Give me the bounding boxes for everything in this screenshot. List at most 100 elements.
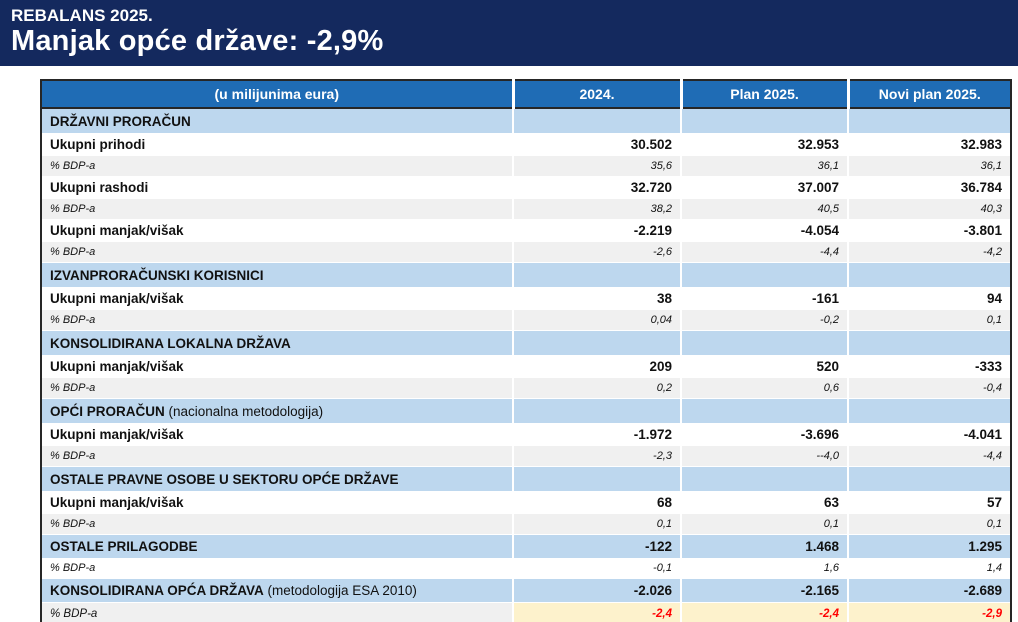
- table-row: % BDP-a -2,4 -2,4 -2,9: [41, 602, 1011, 622]
- row-label: IZVANPRORAČUNSKI KORISNICI: [41, 262, 513, 287]
- row-label-text: % BDP-a: [50, 314, 96, 326]
- row-label: % BDP-a: [41, 513, 513, 535]
- budget-table-container: (u milijunima eura) 2024. Plan 2025. Nov…: [40, 79, 1012, 622]
- row-label-text: % BDP-a: [50, 203, 96, 215]
- cell-value: [847, 398, 1011, 423]
- table-row: Ukupni manjak/višak 68 63 57: [41, 491, 1011, 514]
- cell-value: 0,1: [847, 513, 1011, 535]
- cell-value: [847, 466, 1011, 491]
- cell-value: 94: [847, 287, 1011, 310]
- cell-value: 40,3: [847, 198, 1011, 219]
- cell-value: -4.041: [847, 423, 1011, 446]
- row-label-text: % BDP-a: [50, 518, 96, 530]
- row-label-text: KONSOLIDIRANA LOKALNA DRŽAVA: [50, 335, 291, 351]
- cell-value: [680, 398, 848, 423]
- budget-table: (u milijunima eura) 2024. Plan 2025. Nov…: [40, 79, 1012, 622]
- cell-value: -2.165: [680, 578, 848, 603]
- cell-value: 37.007: [680, 176, 848, 199]
- row-label-text: IZVANPRORAČUNSKI KORISNICI: [50, 267, 264, 283]
- table-row: DRŽAVNI PRORAČUN: [41, 107, 1011, 133]
- cell-value: -2.026: [512, 578, 681, 603]
- row-label-text: KONSOLIDIRANA OPĆA DRŽAVA: [50, 583, 264, 598]
- table-row: OPĆI PRORAČUN (nacionalna metodologija): [41, 398, 1011, 423]
- cell-value: -4,4: [680, 241, 848, 263]
- row-label: % BDP-a: [41, 377, 513, 399]
- cell-value: -4,2: [847, 241, 1011, 263]
- cell-value: 0,1: [512, 513, 681, 535]
- cell-value: [512, 398, 681, 423]
- column-header-novi-plan-2025: Novi plan 2025.: [846, 80, 1011, 109]
- row-label: Ukupni prihodi: [41, 133, 513, 156]
- cell-value: [512, 262, 681, 287]
- row-label-note: (metodologija ESA 2010): [263, 583, 417, 598]
- row-label-text: OSTALE PRILAGODBE: [50, 539, 198, 554]
- row-label-text: OSTALE PRAVNE OSOBE U SEKTORU OPĆE DRŽAV…: [50, 471, 399, 487]
- row-label-text: % BDP-a: [50, 562, 96, 574]
- cell-value: -2,4: [512, 602, 681, 622]
- cell-value: -0,1: [512, 558, 681, 579]
- slide-kicker: REBALANS 2025.: [11, 6, 153, 25]
- cell-value: -2.219: [512, 219, 681, 242]
- row-label-text: % BDP-a: [50, 450, 96, 462]
- cell-value: -122: [512, 534, 681, 558]
- cell-value: [512, 466, 681, 491]
- table-row: Ukupni manjak/višak -2.219 -4.054 -3.801: [41, 219, 1011, 242]
- column-header-unit: (u milijunima eura): [41, 80, 513, 109]
- table-row: % BDP-a 35,6 36,1 36,1: [41, 155, 1011, 176]
- cell-value: 0,2: [512, 377, 681, 399]
- row-label: KONSOLIDIRANA LOKALNA DRŽAVA: [41, 330, 513, 355]
- row-label: % BDP-a: [41, 309, 513, 331]
- cell-value: 0,6: [680, 377, 848, 399]
- cell-value: -0,4: [847, 377, 1011, 399]
- row-label-note: (nacionalna metodologija): [164, 403, 324, 419]
- cell-value: 0,1: [680, 513, 848, 535]
- cell-value: [680, 262, 848, 287]
- row-label: DRŽAVNI PRORAČUN: [41, 107, 513, 133]
- row-label: Ukupni manjak/višak: [41, 219, 513, 242]
- table-row: % BDP-a 0,2 0,6 -0,4: [41, 377, 1011, 399]
- cell-value: -2,9: [847, 602, 1011, 622]
- table-row: Ukupni manjak/višak 209 520 -333: [41, 355, 1011, 378]
- row-label: % BDP-a: [41, 445, 513, 467]
- cell-value: -333: [847, 355, 1011, 378]
- row-label-text: % BDP-a: [50, 246, 96, 258]
- cell-value: -4,4: [847, 445, 1011, 467]
- row-label-text: Ukupni manjak/višak: [50, 290, 184, 306]
- table-row: OSTALE PRILAGODBE -122 1.468 1.295: [41, 534, 1011, 558]
- table-row: Ukupni rashodi 32.720 37.007 36.784: [41, 176, 1011, 199]
- row-label: Ukupni rashodi: [41, 176, 513, 199]
- row-label-text: Ukupni manjak/višak: [50, 222, 184, 238]
- cell-value: [512, 107, 681, 133]
- cell-value: -3.696: [680, 423, 848, 446]
- row-label-text: Ukupni rashodi: [50, 179, 149, 195]
- row-label: % BDP-a: [41, 602, 513, 622]
- cell-value: [847, 262, 1011, 287]
- cell-value: 1,6: [680, 558, 848, 579]
- row-label-text: % BDP-a: [50, 160, 96, 172]
- row-label: Ukupni manjak/višak: [41, 287, 513, 310]
- row-label-text: % BDP-a: [50, 607, 98, 620]
- row-label: Ukupni manjak/višak: [41, 423, 513, 446]
- cell-value: 40,5: [680, 198, 848, 219]
- cell-value: 63: [680, 491, 848, 514]
- cell-value: [847, 107, 1011, 133]
- row-label-text: % BDP-a: [50, 382, 96, 394]
- cell-value: 0,1: [847, 309, 1011, 331]
- table-header-row: (u milijunima eura) 2024. Plan 2025. Nov…: [41, 80, 1011, 109]
- table-row: IZVANPRORAČUNSKI KORISNICI: [41, 262, 1011, 287]
- table-row: % BDP-a -2,6 -4,4 -4,2: [41, 241, 1011, 263]
- table-row: KONSOLIDIRANA LOKALNA DRŽAVA: [41, 330, 1011, 355]
- cell-value: [847, 330, 1011, 355]
- table-row: OSTALE PRAVNE OSOBE U SEKTORU OPĆE DRŽAV…: [41, 466, 1011, 491]
- cell-value: --4,0: [680, 445, 848, 467]
- row-label: % BDP-a: [41, 155, 513, 176]
- cell-value: 32.983: [847, 133, 1011, 156]
- table-row: % BDP-a 0,1 0,1 0,1: [41, 513, 1011, 535]
- column-header-2024: 2024.: [511, 80, 681, 109]
- cell-value: -2,6: [512, 241, 681, 263]
- table-row: % BDP-a 0,04 -0,2 0,1: [41, 309, 1011, 331]
- table-row: % BDP-a -0,1 1,6 1,4: [41, 558, 1011, 579]
- row-label: Ukupni manjak/višak: [41, 491, 513, 514]
- cell-value: -2.689: [847, 578, 1011, 603]
- cell-value: -0,2: [680, 309, 848, 331]
